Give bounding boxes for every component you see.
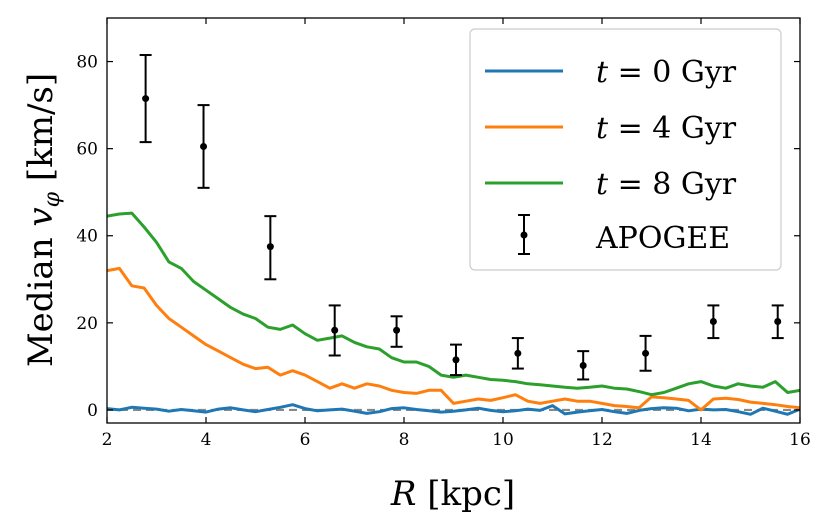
legend-label-t8-var: t	[596, 167, 609, 202]
legend: t = 0 Gyr t = 4 Gyr t = 8 Gyr APOGEE	[469, 28, 782, 271]
x-tick-label: 10	[492, 430, 514, 450]
x-tick-label: 6	[300, 430, 311, 450]
apogee-point-7	[577, 350, 590, 381]
apogee-marker	[452, 356, 460, 364]
apogee-marker	[200, 142, 208, 150]
plot-frame	[106, 17, 801, 424]
apogee-point-4	[390, 315, 403, 348]
y-tick-label: 60	[76, 140, 98, 160]
x-tick-label: 14	[690, 430, 712, 450]
apogee-point-10	[771, 304, 784, 340]
apogee-marker	[331, 326, 339, 334]
y-axis-unit: [km/s]	[21, 73, 61, 192]
y-axis-prefix: Median	[21, 227, 61, 368]
legend-label-apogee: APOGEE	[595, 221, 730, 256]
x-axis-variable: R	[390, 474, 417, 514]
y-axis-label: Median vφ [km/s]	[21, 73, 65, 367]
legend-label-t4-var: t	[596, 111, 609, 146]
legend-label-t0-eq: = 0 Gyr	[608, 55, 737, 90]
apogee-marker	[774, 318, 782, 326]
apogee-point-8	[639, 334, 652, 372]
apogee-point-5	[449, 343, 462, 377]
apogee-point-2	[264, 215, 277, 281]
apogee-marker	[514, 349, 522, 357]
x-tick-label: 16	[789, 430, 811, 450]
y-tick-label: 40	[76, 227, 98, 247]
apogee-marker	[393, 326, 401, 334]
x-tick-label: 4	[201, 430, 212, 450]
legend-label-t8-eq: = 8 Gyr	[608, 167, 737, 202]
y-axis-variable: v	[21, 207, 61, 226]
y-tick-label: 20	[76, 314, 98, 334]
x-tick-label: 8	[399, 430, 410, 450]
legend-label-t4-eq: = 4 Gyr	[608, 111, 737, 146]
apogee-marker	[709, 318, 717, 326]
y-axis-subscript: φ	[40, 191, 65, 207]
legend-label-t8: t = 8 Gyr	[596, 167, 737, 202]
apogee-point-1	[197, 104, 210, 189]
y-tick-label: 80	[76, 53, 98, 73]
legend-apogee-marker	[520, 231, 528, 239]
apogee-point-0	[139, 54, 152, 144]
series-line-2	[107, 211, 800, 397]
apogee-point-9	[707, 304, 720, 340]
apogee-marker	[642, 349, 650, 357]
apogee-marker	[266, 243, 274, 251]
legend-label-t0: t = 0 Gyr	[596, 55, 737, 90]
y-tick-label: 0	[87, 401, 98, 421]
apogee-marker	[142, 95, 150, 103]
series-line-1	[107, 266, 800, 412]
series-line-0	[107, 403, 800, 416]
legend-box	[469, 28, 782, 271]
x-axis-unit: [kpc]	[416, 474, 515, 514]
apogee-marker	[579, 362, 587, 370]
apogee-point-6	[511, 337, 524, 370]
x-tick-label: 2	[102, 430, 113, 450]
plot-content	[107, 54, 800, 416]
legend-swatch-apogee	[518, 214, 530, 255]
legend-label-t0-var: t	[596, 55, 609, 90]
x-tick-label: 12	[591, 430, 613, 450]
x-axis-label: R [kpc]	[390, 474, 515, 514]
axis-ticks: 2 4 6 8 10 12 14 16 0 20 40 60 80	[76, 18, 811, 450]
legend-label-t4: t = 4 Gyr	[596, 111, 737, 146]
apogee-point-3	[328, 304, 341, 357]
